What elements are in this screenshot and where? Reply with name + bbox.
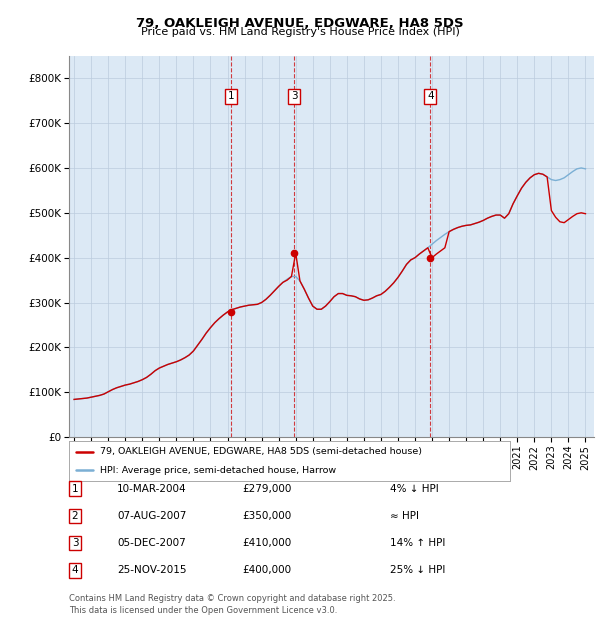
Text: 1: 1	[71, 484, 79, 494]
Text: 4: 4	[71, 565, 79, 575]
Text: 4% ↓ HPI: 4% ↓ HPI	[390, 484, 439, 494]
Text: 25-NOV-2015: 25-NOV-2015	[117, 565, 187, 575]
Text: 2: 2	[71, 511, 79, 521]
Text: Contains HM Land Registry data © Crown copyright and database right 2025.
This d: Contains HM Land Registry data © Crown c…	[69, 594, 395, 615]
Text: 1: 1	[227, 91, 234, 101]
Text: HPI: Average price, semi-detached house, Harrow: HPI: Average price, semi-detached house,…	[100, 466, 336, 475]
Text: 3: 3	[71, 538, 79, 548]
Text: 14% ↑ HPI: 14% ↑ HPI	[390, 538, 445, 548]
Text: £279,000: £279,000	[242, 484, 292, 494]
Text: 10-MAR-2004: 10-MAR-2004	[117, 484, 187, 494]
Text: 25% ↓ HPI: 25% ↓ HPI	[390, 565, 445, 575]
Text: ≈ HPI: ≈ HPI	[390, 511, 419, 521]
Text: 79, OAKLEIGH AVENUE, EDGWARE, HA8 5DS: 79, OAKLEIGH AVENUE, EDGWARE, HA8 5DS	[136, 17, 464, 30]
Text: 07-AUG-2007: 07-AUG-2007	[117, 511, 187, 521]
Text: £410,000: £410,000	[242, 538, 292, 548]
Text: Price paid vs. HM Land Registry's House Price Index (HPI): Price paid vs. HM Land Registry's House …	[140, 27, 460, 37]
Text: 79, OAKLEIGH AVENUE, EDGWARE, HA8 5DS (semi-detached house): 79, OAKLEIGH AVENUE, EDGWARE, HA8 5DS (s…	[100, 447, 422, 456]
Text: £350,000: £350,000	[242, 511, 292, 521]
Text: £400,000: £400,000	[242, 565, 292, 575]
Text: 4: 4	[427, 91, 434, 101]
Text: 3: 3	[291, 91, 298, 101]
Text: 05-DEC-2007: 05-DEC-2007	[117, 538, 186, 548]
